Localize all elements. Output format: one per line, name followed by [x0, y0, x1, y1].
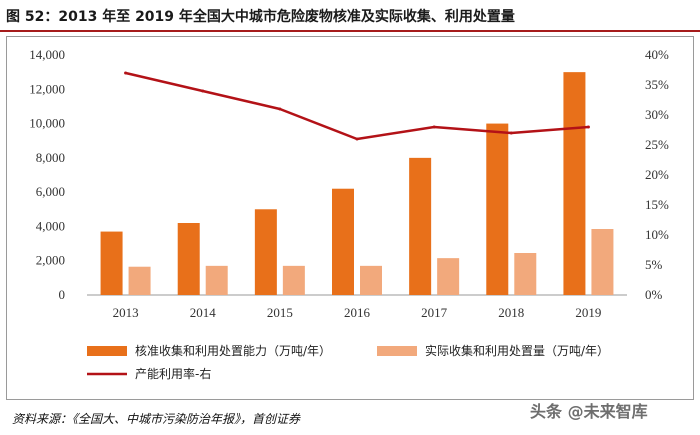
y-right-tick-label: 35% — [645, 77, 669, 92]
legend-label-actual: 实际收集和利用处置量（万吨/年） — [425, 343, 609, 358]
legend-swatch-actual — [377, 346, 417, 356]
chart-svg: 0 2,000 4,000 6,000 8,000 10,000 12,000 14,000 0… — [29, 47, 669, 381]
bar-capacity — [563, 72, 586, 295]
bar-actual — [437, 258, 460, 295]
bar-capacity — [332, 188, 354, 295]
y-left-tick-label: 2,000 — [36, 253, 65, 268]
x-tick-label: 2015 — [267, 305, 293, 320]
y-right-tick-label: 10% — [645, 227, 669, 242]
bar-capacity — [486, 123, 509, 295]
y-right-tick-label: 30% — [645, 107, 669, 122]
bar-actual — [205, 265, 228, 295]
line-point — [432, 125, 436, 129]
y-left-tick-label: 0 — [59, 287, 66, 302]
chart-container: 0 2,000 4,000 6,000 8,000 10,000 12,000 14,000 0… — [6, 36, 694, 400]
source-note: 资料来源：《全国大、中城市污染防治年报》，首创证券 — [12, 412, 301, 426]
y-left-tick-label: 14,000 — [29, 47, 65, 62]
bar-actual — [591, 229, 614, 295]
line-utilization-rate — [125, 71, 589, 141]
line-point — [355, 137, 359, 141]
line-point — [201, 89, 205, 93]
bar-capacity — [409, 157, 432, 295]
y-left-tick-label: 6,000 — [36, 184, 65, 199]
line-point — [509, 131, 513, 135]
bar-capacity — [177, 223, 200, 295]
bar-actual — [360, 265, 382, 295]
x-tick-label: 2019 — [575, 305, 601, 320]
y-left-tick-label: 4,000 — [36, 218, 65, 233]
bar-capacity — [100, 231, 123, 295]
y-right-tick-label: 20% — [645, 167, 669, 182]
y-right-tick-label: 0% — [645, 287, 663, 302]
legend-swatch-capacity — [87, 346, 127, 356]
bar-actual — [514, 253, 537, 295]
x-tick-label: 2017 — [421, 305, 448, 320]
line-point — [586, 125, 590, 129]
header: 图 52：2013 年至 2019 年全国大中城市危险废物核准及实际收集、利用处… — [0, 0, 700, 30]
y-right-tick-label: 5% — [645, 257, 663, 272]
y-left-tick-label: 10,000 — [29, 116, 65, 131]
y-right-tick-label: 25% — [645, 137, 669, 152]
x-tick-label: 2014 — [190, 305, 217, 320]
watermark: 头条 @未来智库 — [530, 402, 648, 421]
bar-actual — [128, 266, 151, 295]
x-tick-label: 2016 — [344, 305, 371, 320]
bar-capacity — [254, 209, 277, 295]
bar-actual — [282, 265, 305, 295]
title-divider — [0, 30, 700, 32]
y-right-tick-label: 40% — [645, 47, 669, 62]
y-left-tick-label: 8,000 — [36, 150, 65, 165]
x-tick-label: 2018 — [498, 305, 524, 320]
legend-label-capacity: 核准收集和利用处置能力（万吨/年） — [135, 343, 331, 358]
page-title: 图 52：2013 年至 2019 年全国大中城市危险废物核准及实际收集、利用处… — [6, 9, 515, 25]
x-tick-label: 2013 — [113, 305, 139, 320]
y-left-tick-label: 12,000 — [29, 81, 65, 96]
y-right-tick-label: 15% — [645, 197, 669, 212]
legend-label-line: 产能利用率-右 — [135, 366, 211, 381]
line-point — [278, 107, 282, 111]
line-point — [124, 71, 128, 75]
